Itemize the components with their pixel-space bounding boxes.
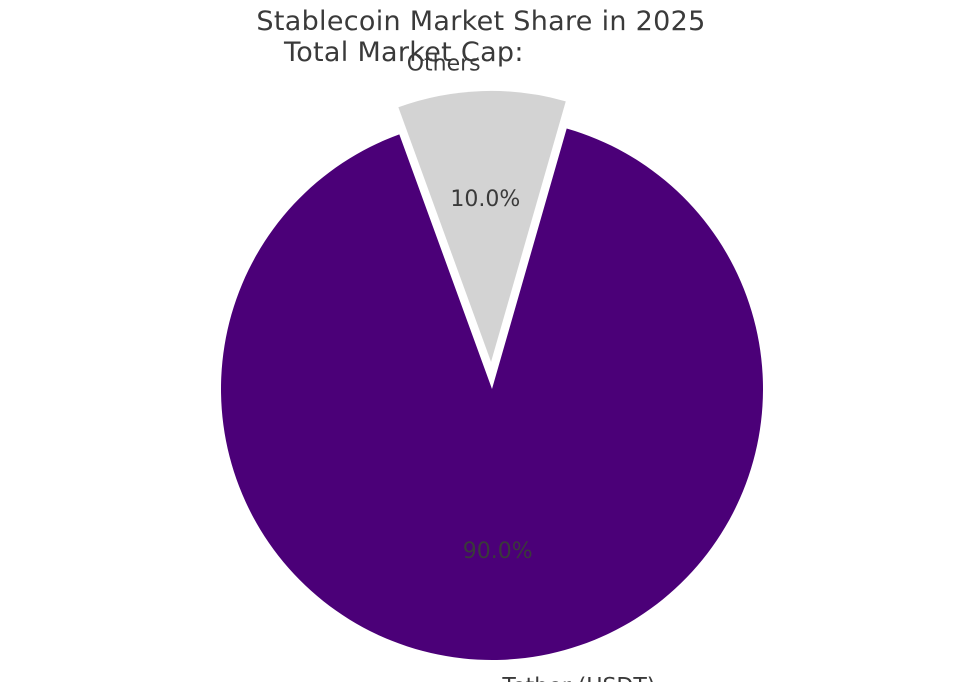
slice-label-tether-usdt: Tether (USDT) bbox=[501, 674, 655, 682]
chart-subtitle: Total Market Cap: bbox=[284, 37, 524, 68]
chart-title: Stablecoin Market Share in 2025 bbox=[256, 6, 706, 37]
pct-label-tether-usdt: 90.0% bbox=[463, 539, 533, 564]
pie-slice-others bbox=[398, 90, 566, 362]
pct-label-others: 10.0% bbox=[450, 187, 520, 212]
slice-label-others: Others bbox=[407, 51, 481, 76]
pie-slice-tether-usdt bbox=[221, 128, 763, 661]
